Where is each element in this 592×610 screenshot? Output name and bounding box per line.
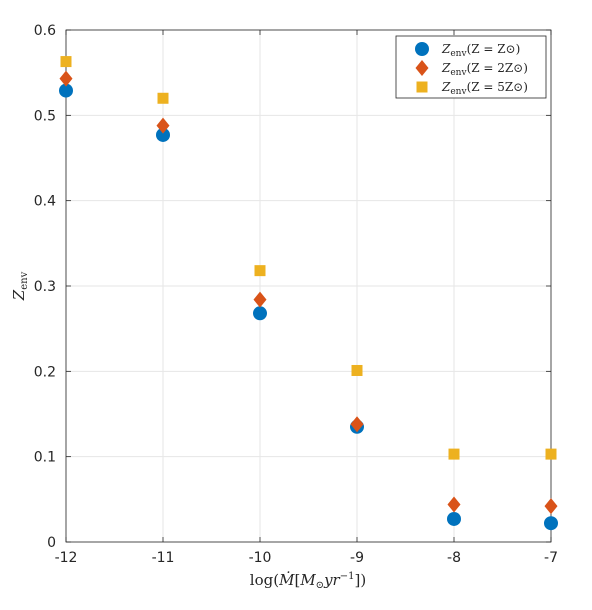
x-tick-label: -11 bbox=[152, 550, 175, 566]
x-tick-label: -8 bbox=[447, 550, 461, 566]
circle-data-point bbox=[544, 516, 558, 531]
y-tick-label: 0.1 bbox=[34, 450, 56, 466]
circle-data-point bbox=[156, 127, 170, 142]
legend-entry-label: Zenv(Z = 5Z⊙) bbox=[441, 80, 528, 97]
legend-entry-label: Zenv(Z = 2Z⊙) bbox=[441, 61, 528, 78]
y-tick-label: 0.2 bbox=[34, 364, 56, 380]
square-data-point bbox=[60, 56, 72, 68]
y-axis-label: Zenv bbox=[10, 271, 30, 301]
circle-data-point bbox=[253, 306, 267, 321]
square-data-point bbox=[545, 448, 557, 460]
data-points bbox=[59, 56, 558, 531]
legend-circle-marker bbox=[415, 42, 429, 56]
axis-ticks: -12 -11 -10 -9 -8 -7 0 0.1 0.2 0.3 0.4 0.5 0.6 bbox=[34, 23, 558, 566]
square-data-point bbox=[448, 448, 460, 460]
x-tick-label: -9 bbox=[350, 550, 364, 566]
diamond-data-point bbox=[544, 498, 558, 515]
diamond-data-point bbox=[59, 70, 73, 87]
y-tick-label: 0.6 bbox=[34, 23, 56, 39]
legend-diamond-marker bbox=[415, 60, 429, 76]
y-tick-label: 0.3 bbox=[34, 279, 56, 295]
legend: Zenv(Z = Z⊙) Zenv(Z = 2Z⊙) Zenv(Z = 5Z⊙) bbox=[395, 35, 547, 99]
diamond-data-point bbox=[156, 117, 170, 134]
square-data-point bbox=[157, 92, 169, 104]
legend-entry-label: Zenv(Z = Z⊙) bbox=[441, 42, 520, 59]
x-tick-label: -12 bbox=[55, 550, 78, 566]
circle-data-point bbox=[59, 83, 73, 98]
x-tick-label: -7 bbox=[544, 550, 558, 566]
square-data-point bbox=[351, 364, 363, 376]
diamond-data-point bbox=[253, 291, 267, 308]
legend-square-marker bbox=[416, 81, 428, 93]
x-axis-label: log(Ṁ[M⊙yr−1]) bbox=[250, 571, 366, 591]
circle-data-point bbox=[447, 511, 461, 526]
diamond-data-point bbox=[350, 416, 364, 433]
square-data-point bbox=[254, 265, 266, 277]
y-tick-label: 0 bbox=[47, 535, 56, 551]
diamond-data-point bbox=[447, 496, 461, 513]
grid-lines bbox=[65, 29, 552, 543]
y-tick-label: 0.4 bbox=[34, 194, 56, 210]
y-tick-label: 0.5 bbox=[34, 108, 56, 124]
x-tick-label: -10 bbox=[249, 550, 272, 566]
